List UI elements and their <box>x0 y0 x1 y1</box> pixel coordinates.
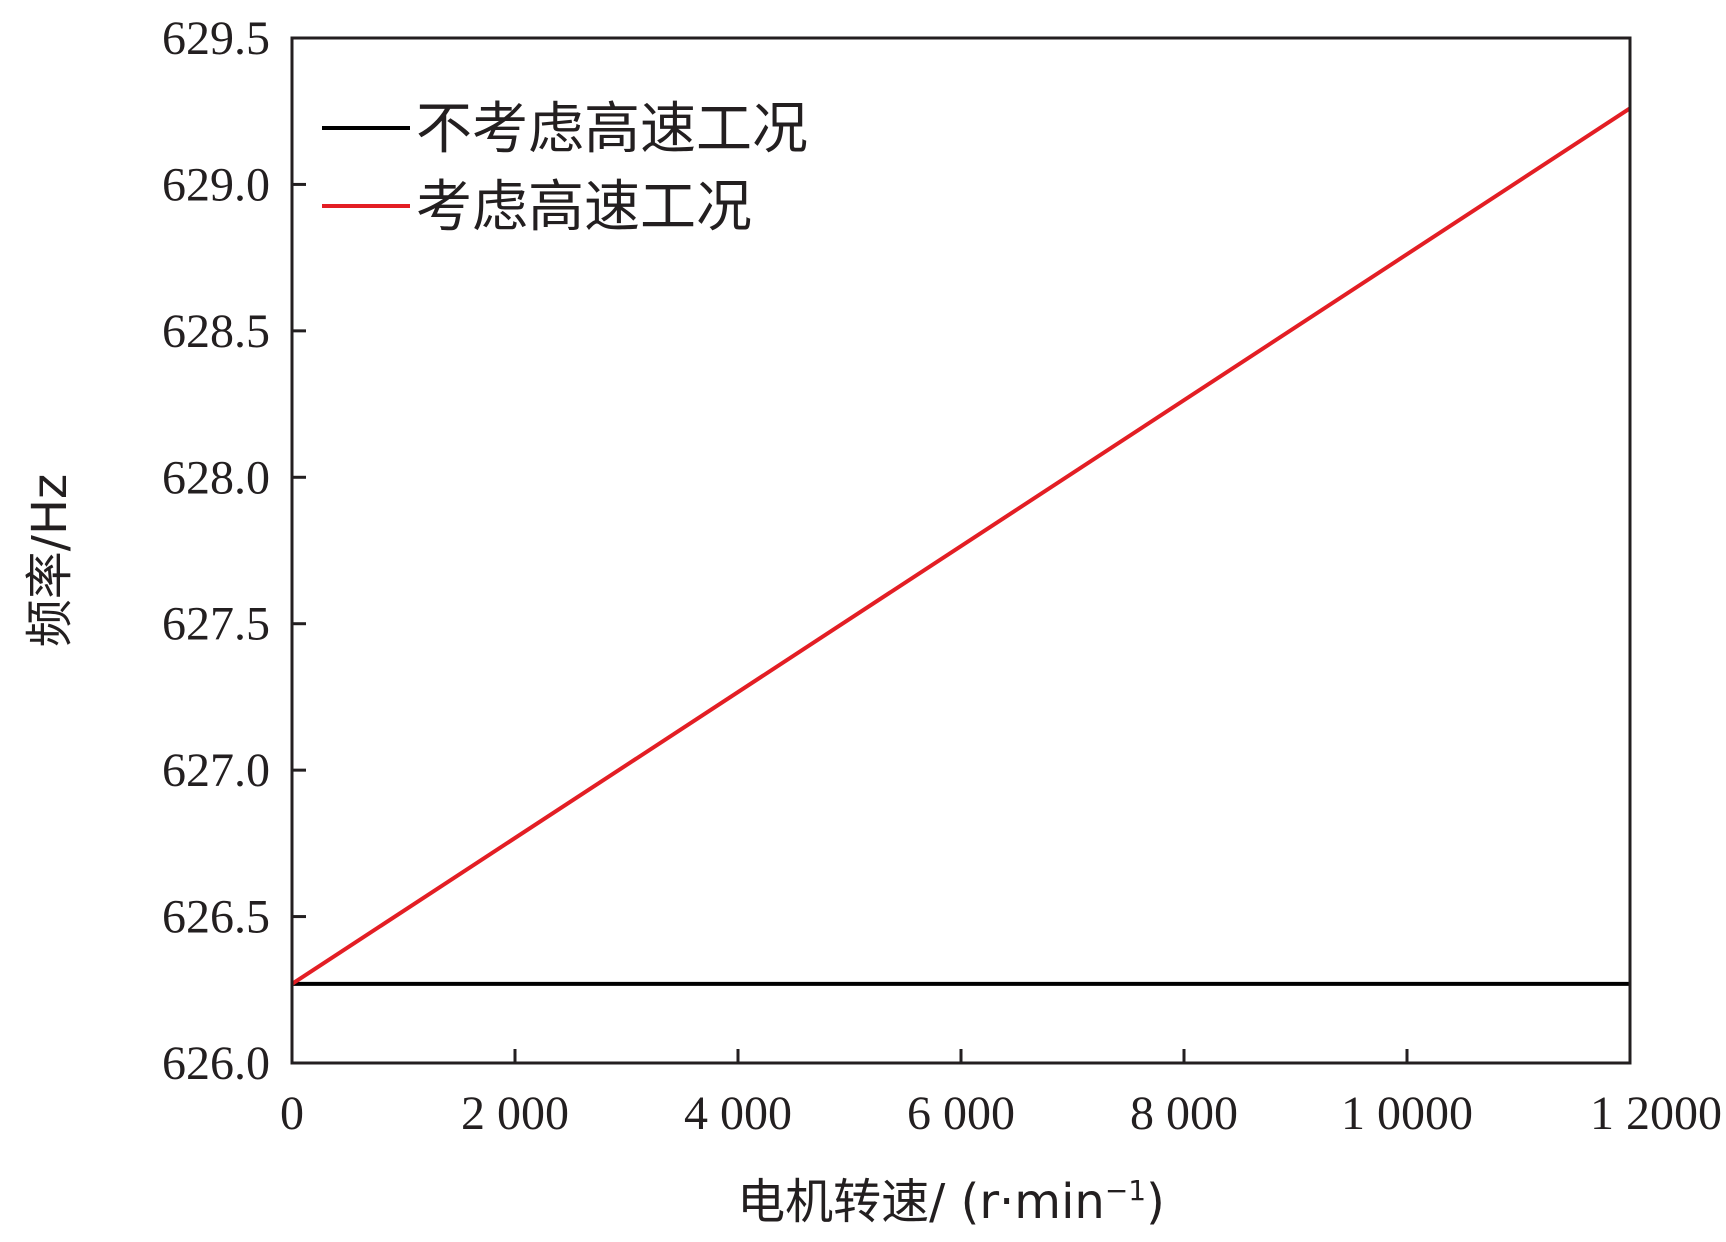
series-line <box>290 106 1632 986</box>
y-tick-label: 628.5 <box>162 305 270 358</box>
y-tick-label: 627.0 <box>162 744 270 797</box>
x-tick-label: 8 000 <box>1130 1087 1238 1140</box>
x-tick-label: 1 0000 <box>1341 1087 1473 1140</box>
x-axis-label-superscript: −1 <box>1105 1174 1146 1207</box>
x-tick-label: 2 000 <box>461 1087 569 1140</box>
y-axis-label: 频率/Hz <box>22 474 78 647</box>
x-axis-label: 电机转速/ (r·min−1) <box>737 1174 1165 1230</box>
y-tick-label: 628.0 <box>162 451 270 504</box>
x-axis-label-main: 电机转速/ (r·min <box>737 1174 1105 1230</box>
legend-label: 考虑高速工况 <box>416 175 752 240</box>
legend-label: 不考虑高速工况 <box>416 97 808 162</box>
x-tick-label: 4 000 <box>684 1087 792 1140</box>
series-lines <box>290 106 1632 986</box>
x-tick-label: 1 2000 <box>1590 1087 1722 1140</box>
y-tick-label: 629.5 <box>162 12 270 65</box>
y-tick-label: 629.0 <box>162 158 270 211</box>
plot-frame <box>290 36 1632 1065</box>
x-tick-label: 0 <box>280 1087 304 1140</box>
y-tick-label: 627.5 <box>162 598 270 651</box>
x-ticks: 0 2 000 4 000 6 000 8 000 1 0000 1 2000 <box>280 1049 1722 1140</box>
y-tick-label: 626.0 <box>162 1037 270 1090</box>
y-ticks: 626.0 626.5 627.0 627.5 628.0 628.5 629.0 629.5 <box>162 12 306 1090</box>
x-axis-label-close: ) <box>1146 1174 1165 1230</box>
x-tick-label: 6 000 <box>907 1087 1015 1140</box>
y-tick-label: 626.5 <box>162 891 270 944</box>
